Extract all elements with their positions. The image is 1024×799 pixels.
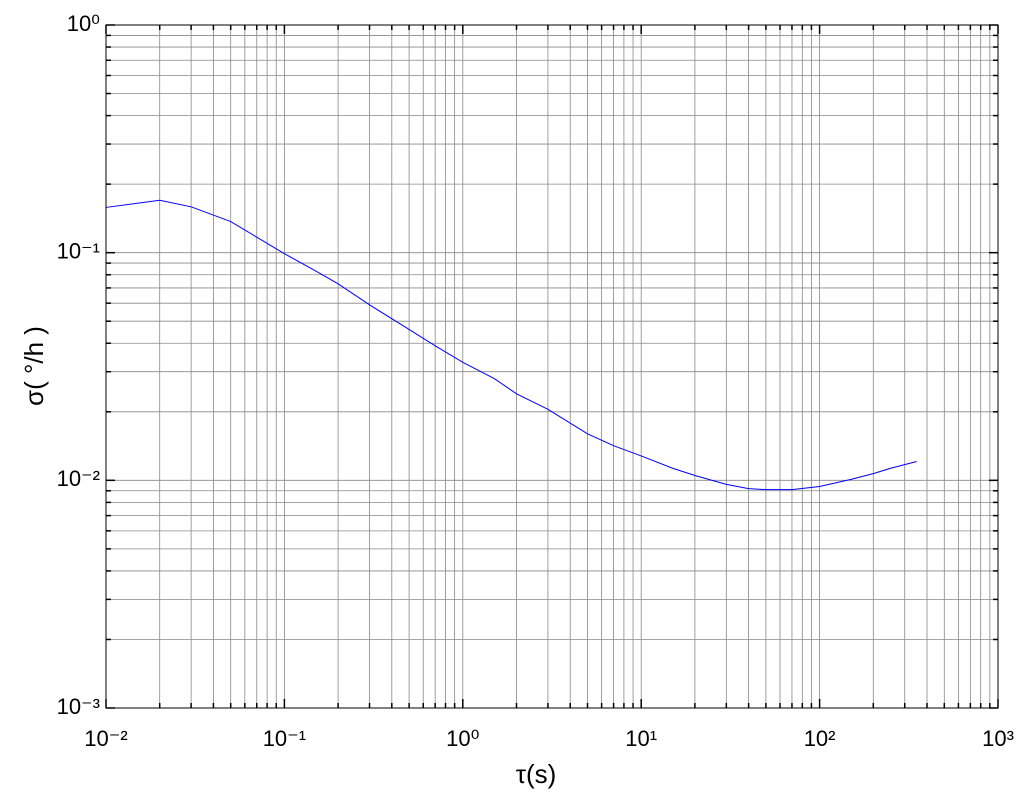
grid (105, 24, 999, 709)
marks (105, 199, 917, 491)
x-tick-label: 10² (804, 726, 836, 751)
y-tick-label: 10⁻¹ (57, 238, 100, 263)
y-tick-label: 10⁻² (57, 466, 100, 491)
y-tick-label: 10⁻³ (57, 694, 100, 719)
data-line (105, 199, 917, 491)
x-tick-label: 10³ (982, 726, 1014, 751)
plot-frame (105, 24, 999, 709)
plot-area (106, 25, 998, 708)
x-tick-label: 10¹ (625, 726, 657, 751)
x-tick-label: 10⁻¹ (263, 726, 306, 751)
y-axis-title: σ( °/h ) (19, 326, 49, 406)
x-tick-label: 10⁰ (446, 726, 479, 751)
x-tick-label: 10⁻² (84, 726, 127, 751)
x-axis-title: τ(s) (516, 759, 557, 789)
y-tick-label: 10⁰ (67, 11, 100, 36)
